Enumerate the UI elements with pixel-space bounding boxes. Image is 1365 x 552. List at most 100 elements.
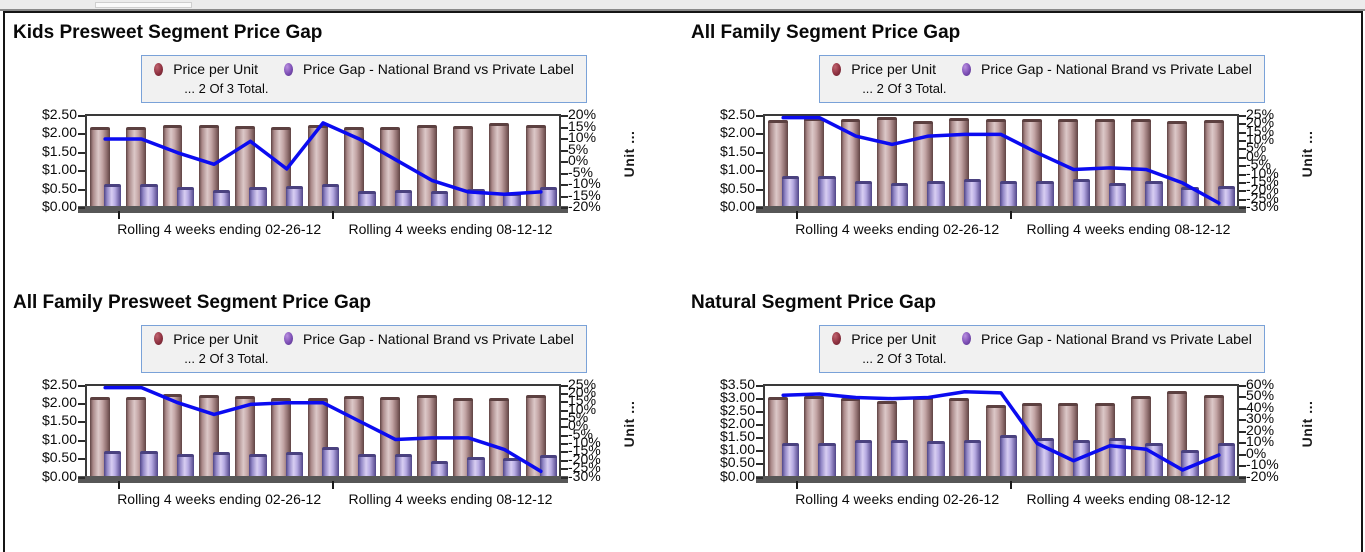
price-gap-bar[interactable] — [854, 440, 873, 478]
unit-trend-line[interactable] — [87, 386, 559, 478]
price-gap-bar[interactable] — [999, 434, 1018, 478]
price-gap-bar[interactable] — [1072, 179, 1090, 208]
left-axis-tick-label: $1.00 — [719, 161, 755, 178]
price-gap-bar[interactable] — [321, 446, 340, 478]
price-gap-bar[interactable] — [999, 180, 1018, 208]
price-gap-bar[interactable] — [249, 187, 267, 208]
price-gap-bar[interactable] — [782, 175, 800, 208]
price-gap-bar[interactable] — [927, 441, 945, 478]
legend-label-price-gap: Price Gap - National Brand vs Private La… — [981, 330, 1252, 347]
price-gap-bar[interactable] — [140, 184, 158, 208]
chart-legend: Price per Unit Price Gap - National Bran… — [141, 55, 587, 103]
price-gap-bar[interactable] — [818, 175, 836, 208]
price-per-unit-bar[interactable] — [344, 126, 365, 208]
left-axis-tick-label: $0.50 — [719, 454, 755, 471]
price-gap-bar[interactable] — [927, 180, 945, 208]
right-axis-tick-label: 15% — [1246, 122, 1275, 139]
right-axis-tick — [1239, 123, 1246, 126]
price-gap-marker-icon — [962, 332, 971, 345]
left-axis-tick-label: $2.50 — [719, 106, 755, 122]
left-axis-tick — [78, 115, 85, 117]
price-per-unit-marker-icon — [154, 62, 164, 76]
price-gap-bar[interactable] — [854, 181, 873, 208]
right-axis-tick-label: -15% — [568, 186, 601, 203]
price-gap-bar[interactable] — [782, 443, 800, 478]
legend-note: ... 2 Of 3 Total. — [862, 81, 947, 96]
price-gap-bar[interactable] — [539, 455, 558, 478]
left-axis-tick — [756, 463, 763, 466]
price-gap-bar[interactable] — [539, 187, 558, 208]
price-gap-bar[interactable] — [1217, 442, 1236, 478]
right-axis-tick-label: 20% — [1246, 114, 1275, 131]
left-axis-tick — [78, 458, 85, 461]
price-gap-bar[interactable] — [1108, 182, 1127, 208]
price-gap-bar[interactable] — [890, 182, 909, 208]
price-gap-bar[interactable] — [358, 191, 376, 208]
right-axis-tick — [1239, 156, 1246, 159]
price-gap-bar[interactable] — [104, 184, 122, 208]
left-axis-tick — [756, 397, 763, 400]
price-gap-bar[interactable] — [818, 443, 836, 478]
price-gap-bar[interactable] — [503, 457, 521, 478]
right-axis-tick — [1239, 190, 1246, 193]
price-gap-bar[interactable] — [212, 189, 231, 208]
price-gap-bar[interactable] — [963, 440, 982, 478]
price-gap-bar[interactable] — [963, 179, 982, 208]
price-gap-bar[interactable] — [1181, 449, 1199, 478]
right-axis: 25% 20% 15% 10% 5% 0% -5% -10% -15% -20% -25% -30% — [561, 377, 615, 483]
price-per-unit-bar[interactable] — [380, 126, 401, 208]
right-axis-tick-label: -30% — [568, 467, 601, 484]
legend-item-price-per-unit: Price per Unit — [154, 61, 258, 77]
right-axis-tick-label: -5% — [1246, 156, 1271, 173]
price-per-unit-bar[interactable] — [489, 123, 510, 208]
right-axis: 60% 50% 40% 30% 20% 10% 0% -10% -20% — [1239, 377, 1293, 483]
right-axis-tick — [561, 161, 568, 163]
price-gap-bar[interactable] — [321, 184, 340, 208]
right-axis: 20% 15% 10% 5% 0% -5% -10% -15% -20% — [561, 107, 615, 213]
price-per-unit-bar[interactable] — [1167, 121, 1188, 208]
unit-trend-line[interactable] — [765, 386, 1237, 478]
price-per-unit-bar[interactable] — [162, 125, 183, 208]
plot-area: Rolling 4 weeks ending 02-26-12 Rolling … — [756, 114, 1246, 237]
price-gap-bar[interactable] — [176, 453, 195, 478]
price-gap-bar[interactable] — [430, 191, 449, 208]
right-axis-tick-label: 5% — [1246, 139, 1267, 156]
price-gap-bar[interactable] — [212, 452, 231, 478]
right-axis-tick-label: 20% — [568, 106, 597, 122]
price-gap-bar[interactable] — [249, 453, 267, 478]
price-gap-bar[interactable] — [104, 450, 122, 478]
price-per-unit-bar[interactable] — [416, 125, 437, 208]
legend-item-price-gap: Price Gap - National Brand vs Private La… — [284, 331, 574, 347]
left-axis-tick — [756, 410, 763, 413]
right-axis-tick — [561, 434, 568, 437]
price-gap-bar[interactable] — [358, 453, 376, 478]
price-gap-bar[interactable] — [467, 456, 485, 478]
price-per-unit-bar[interactable] — [198, 125, 219, 208]
left-axis: $2.50 $2.00 $1.50 $1.00 $0.50 $0.00 — [17, 377, 85, 483]
price-gap-bar[interactable] — [1145, 180, 1163, 208]
unit-trend-line[interactable] — [87, 116, 559, 208]
price-gap-bar[interactable] — [1217, 185, 1236, 208]
right-axis-tick — [561, 138, 568, 140]
price-gap-bar[interactable] — [1036, 180, 1054, 208]
right-axis-tick — [561, 126, 568, 129]
price-per-unit-bar[interactable] — [525, 124, 546, 208]
unit-trend-line[interactable] — [765, 116, 1237, 208]
right-axis-tick-label: -30% — [1246, 198, 1279, 214]
chart-legend: Price per Unit Price Gap - National Bran… — [819, 55, 1265, 103]
price-gap-bar[interactable] — [285, 185, 304, 208]
left-axis-tick-label: $2.00 — [41, 124, 77, 141]
right-axis-tick-label: 30% — [1246, 410, 1275, 426]
price-gap-bar[interactable] — [394, 453, 412, 478]
price-gap-bar[interactable] — [430, 460, 449, 478]
price-gap-bar[interactable] — [140, 450, 158, 478]
right-axis-tick — [1239, 131, 1246, 134]
price-gap-bar[interactable] — [176, 187, 195, 208]
price-gap-bar[interactable] — [890, 440, 909, 478]
price-gap-bar[interactable] — [285, 452, 304, 478]
right-axis-tick-label: 50% — [1246, 387, 1275, 403]
left-axis-tick — [756, 188, 763, 191]
right-axis-tick — [1239, 198, 1246, 201]
right-axis-tick-label: -20% — [1246, 181, 1279, 198]
price-gap-bar[interactable] — [394, 189, 412, 208]
